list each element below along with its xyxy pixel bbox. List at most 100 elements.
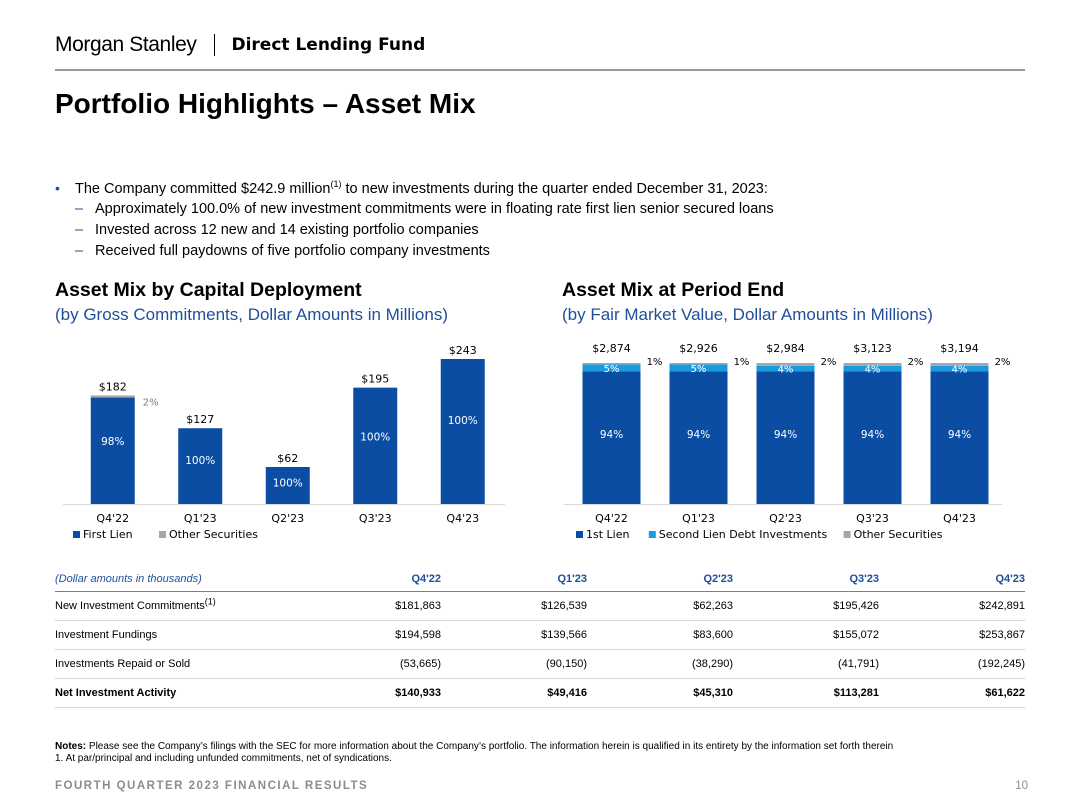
total-label: $243 — [449, 344, 477, 357]
bar-segment — [90, 397, 135, 504]
table-cell: (41,791) — [838, 658, 879, 670]
bullet-sub-text: Approximately 100.0% of new investment c… — [95, 201, 774, 217]
row-label: Investment Fundings — [55, 629, 158, 641]
segment-label: 2% — [995, 357, 1011, 368]
footnote: 1. At par/principal and including unfund… — [55, 753, 392, 764]
bullet-sub-text: Received full paydowns of five portfolio… — [95, 243, 490, 259]
legend-entry: Other Securities — [169, 528, 258, 541]
bar-segment — [669, 364, 728, 372]
table-row: Investments Repaid or Sold (53,665) (90,… — [55, 650, 1025, 679]
legend-swatch — [159, 531, 166, 538]
table-cell: $253,867 — [979, 629, 1025, 641]
table-cell: (90,150) — [546, 658, 587, 670]
legend-entry: First Lien — [83, 528, 133, 541]
tick-label: Q4'22 — [595, 512, 628, 525]
segment-label: 4% — [865, 365, 881, 376]
legend-swatch — [843, 531, 851, 538]
legend-swatch — [576, 531, 583, 538]
bar-segment — [669, 363, 728, 365]
segment-label: 100% — [448, 415, 478, 427]
segment-label: 2% — [908, 357, 924, 368]
legend-entry: Second Lien Debt Investments — [659, 528, 828, 541]
left-section-subtitle: (by Gross Commitments, Dollar Amounts in… — [55, 305, 448, 324]
table-header-cell: Q3'23 — [849, 572, 879, 585]
brand-logo: Morgan Stanley — [55, 33, 197, 56]
table-cell: (192,245) — [977, 658, 1025, 670]
table-header-cell: (Dollar amounts in thousands) — [55, 572, 202, 585]
segment-label: 5% — [691, 364, 707, 375]
tick-label: Q2'23 — [271, 512, 304, 525]
table-cell: $155,072 — [833, 629, 879, 641]
table-row-total: Net Investment Activity $140,933 $49,416… — [55, 679, 1025, 708]
legend-entry: Other Securities — [854, 528, 943, 541]
row-label: New Investment Commitments(1) — [55, 596, 216, 612]
bullet-sub: – Received full paydowns of five portfol… — [55, 241, 1015, 262]
bullet-main: • The Company committed $242.9 million(1… — [55, 178, 1015, 199]
bar-segment — [930, 365, 989, 372]
segment-label: 2% — [821, 357, 837, 368]
total-label: $2,926 — [679, 342, 718, 355]
bullet-main-text: The Company committed $242.9 million(1) … — [75, 179, 768, 197]
table-cell: $126,539 — [541, 600, 587, 612]
bar-segment — [930, 363, 989, 366]
bar-segment — [440, 359, 485, 504]
bar-segment — [582, 364, 641, 372]
tick-label: Q4'23 — [943, 512, 976, 525]
bar-segment — [178, 428, 223, 504]
tick-label: Q1'23 — [184, 512, 217, 525]
tick-label: Q4'23 — [446, 512, 479, 525]
total-label: $182 — [99, 380, 127, 393]
table-cell: $140,933 — [395, 687, 441, 699]
table-header: (Dollar amounts in thousands) Q4'22 Q1'2… — [55, 566, 1025, 592]
bar-segment — [756, 371, 815, 504]
page-number: 10 — [1015, 780, 1028, 792]
row-label: Investments Repaid or Sold — [55, 658, 191, 670]
segment-label: 98% — [101, 436, 124, 448]
segment-label: 100% — [273, 478, 303, 490]
bar-segment — [582, 371, 641, 504]
segment-label: 94% — [774, 429, 797, 441]
total-label: $127 — [186, 413, 214, 426]
segment-label: 94% — [861, 429, 884, 441]
total-label: $62 — [277, 452, 298, 465]
bar-segment — [843, 371, 902, 504]
notes-text: Notes: Please see the Company’s filings … — [55, 741, 894, 752]
bar-segment — [843, 365, 902, 372]
bullet-sub: – Approximately 100.0% of new investment… — [55, 199, 1015, 220]
bar-segment — [265, 467, 310, 504]
left-section-title: Asset Mix by Capital Deployment — [55, 279, 362, 301]
table-cell: (53,665) — [400, 658, 441, 670]
table-cell: $195,426 — [833, 600, 879, 612]
total-label: $195 — [361, 373, 389, 386]
dash-icon: – — [75, 222, 84, 238]
segment-label: 94% — [687, 429, 710, 441]
table-cell: $181,863 — [395, 600, 441, 612]
table-cell: $194,598 — [395, 629, 441, 641]
tick-label: Q3'23 — [856, 512, 889, 525]
bar-segment — [756, 365, 815, 372]
tick-label: Q2'23 — [769, 512, 802, 525]
table-cell: $83,600 — [693, 629, 733, 641]
segment-label: 5% — [604, 364, 620, 375]
table-header-cell: Q4'22 — [411, 572, 441, 585]
table-cell: $49,416 — [547, 687, 587, 699]
segment-label: 2% — [143, 397, 159, 408]
table-cell: $139,566 — [541, 629, 587, 641]
header: Morgan Stanley Direct Lending Fund — [55, 30, 425, 60]
footer-text: FOURTH QUARTER 2023 FINANCIAL RESULTS — [55, 780, 369, 792]
total-label: $2,984 — [766, 342, 805, 355]
table-cell: $62,263 — [693, 600, 733, 612]
bar-segment — [756, 363, 815, 366]
highlights-list: • The Company committed $242.9 million(1… — [55, 178, 1015, 262]
total-label: $2,874 — [592, 342, 631, 355]
investment-activity-table: (Dollar amounts in thousands) Q4'22 Q1'2… — [55, 566, 1025, 708]
right-section-subtitle: (by Fair Market Value, Dollar Amounts in… — [562, 305, 933, 324]
header-rule — [55, 69, 1025, 71]
segment-label: 4% — [778, 365, 794, 376]
header-divider — [214, 34, 216, 56]
capital-deployment-chart: $182 98% 2% Q4'22 $127 100% Q1'23 $62 100% Q2'23 $… — [63, 344, 505, 541]
segment-label: 1% — [734, 357, 750, 368]
table-header-cell: Q1'23 — [557, 572, 587, 585]
bullet-dot-icon: • — [55, 180, 60, 196]
segment-label: 100% — [360, 432, 390, 444]
